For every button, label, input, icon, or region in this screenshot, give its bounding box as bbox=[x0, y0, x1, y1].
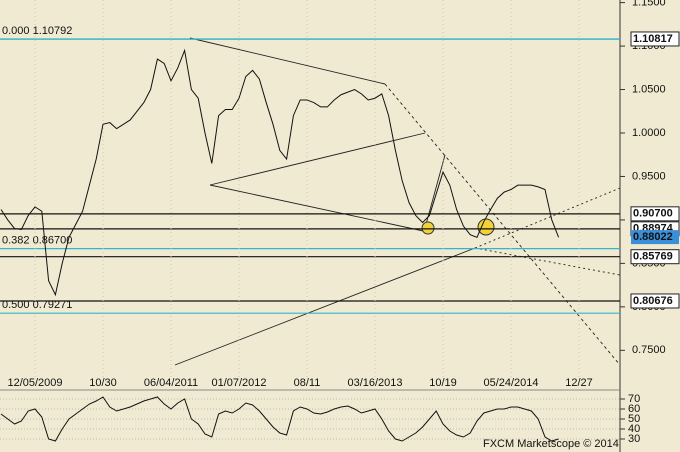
x-tick-label: 10/30 bbox=[89, 377, 117, 389]
marker bbox=[421, 221, 435, 235]
x-tick-label: 06/04/2011 bbox=[144, 377, 198, 389]
x-tick-label: 12/05/2009 bbox=[7, 377, 62, 389]
trendlines bbox=[174, 37, 621, 366]
fib-label: 0.000 1.10792 bbox=[2, 25, 72, 37]
level-box bbox=[630, 249, 680, 265]
y-tick-label: 50 bbox=[628, 413, 640, 425]
level-label: 0.85769 bbox=[633, 251, 673, 263]
level-label: 0.90700 bbox=[633, 208, 673, 220]
x-tick-label: 08/11 bbox=[294, 377, 321, 389]
x-tick-label: 10/19 bbox=[429, 377, 457, 389]
current-price-box bbox=[631, 230, 679, 245]
level-box bbox=[630, 293, 680, 309]
y-tick-label: 1.0500 bbox=[632, 83, 666, 95]
fib-label: 0.382 0.86700 bbox=[2, 235, 72, 247]
level-box bbox=[630, 31, 680, 47]
x-tick-label: 01/07/2012 bbox=[211, 377, 266, 389]
fib-label: 0.500 0.79271 bbox=[2, 299, 72, 311]
y-tick-label: 1.0000 bbox=[632, 127, 666, 139]
y-tick-label: 0.7500 bbox=[632, 344, 666, 356]
x-tick-label: 03/16/2013 bbox=[347, 377, 402, 389]
y-tick-label: 60 bbox=[628, 403, 640, 415]
price-line bbox=[0, 48, 560, 297]
y-tick-label: 40 bbox=[628, 423, 640, 435]
y-tick-label: 1.1500 bbox=[632, 0, 666, 9]
watermark: FXCM Marketscope © 2014 bbox=[483, 438, 619, 450]
y-tick-label: 30 bbox=[628, 433, 640, 445]
price-line bbox=[0, 396, 559, 442]
y-tick-label: 70 bbox=[628, 393, 640, 405]
level-label: 0.80676 bbox=[633, 295, 673, 307]
x-tick-label: 05/24/2014 bbox=[483, 377, 538, 389]
level-box bbox=[630, 206, 680, 222]
current-price-label: 0.88022 bbox=[633, 231, 673, 243]
x-tick-label: 12/27 bbox=[565, 377, 593, 389]
marker bbox=[477, 218, 495, 236]
level-label: 1.10817 bbox=[633, 33, 673, 45]
y-tick-label: 0.9500 bbox=[632, 170, 666, 182]
